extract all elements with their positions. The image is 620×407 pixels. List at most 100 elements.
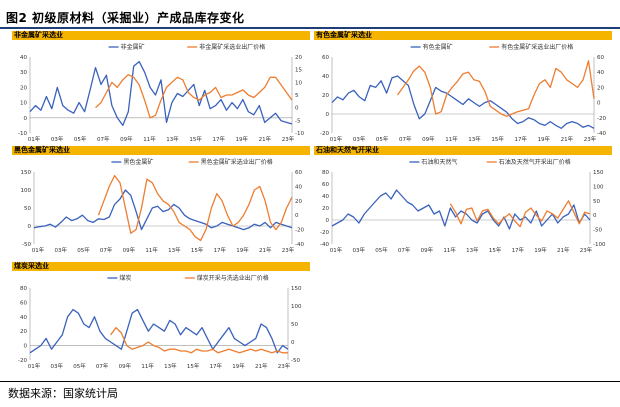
chart-svg-coal: -20 0 20 40 60 80 -50 0 50 100 150 01年 03年 05年 07年 09年 1…	[18, 274, 302, 370]
y-right-tick-label: 0	[291, 340, 295, 346]
y-right-tick-label: 60	[597, 55, 604, 61]
y-left-tick-label: 0	[24, 116, 28, 122]
y-right-tick-label: 20	[597, 85, 604, 91]
y-left-tick-label: 40	[20, 55, 27, 61]
panel-header: 黑色金属矿采选业	[12, 146, 310, 155]
y-right-tick-label: 0	[597, 101, 601, 107]
x-tick-label: 11年	[143, 135, 156, 143]
x-tick-label: 19年	[232, 362, 245, 370]
y-right-tick-label: -40	[597, 131, 606, 137]
y-left-tick-label: 0	[326, 218, 330, 224]
y-right-tick-label: -5	[295, 118, 301, 124]
y-right-tick-label: 0	[295, 106, 299, 112]
chart-panel-nonferrous: 有色金属矿采选业 -20 0 20 40 60 -40 -20 0 20 40 60 01年 03年 05…	[314, 31, 612, 149]
x-tick-label: 21年	[557, 246, 570, 254]
y-left-tick-label: 0	[28, 224, 32, 230]
title-rule	[0, 27, 620, 29]
series-line-1	[331, 189, 591, 230]
chart-panel-ferrous: 黑色金属矿采选业 -50 0 50 100 150 -40 -20 0 20 40 60 01年 03年…	[12, 146, 310, 260]
figure-title: 图2 初级原材料（采掘业）产成品库存变化	[6, 11, 245, 25]
series-line-2	[396, 60, 595, 117]
y-left-tick-label: 60	[322, 55, 329, 61]
y-left-tick-label: 40	[20, 315, 27, 321]
y-left-tick-label: 30	[20, 70, 27, 76]
x-tick-label: 05年	[74, 135, 87, 143]
legend-label: 非金属矿	[121, 43, 145, 51]
y-left-tick-label: 20	[20, 329, 27, 335]
x-tick-label: 23年	[278, 362, 291, 370]
y-left-tick-label: 60	[20, 300, 27, 306]
x-tick-label: 09年	[123, 246, 136, 254]
bottom-rule	[0, 381, 620, 382]
x-tick-label: 01年	[28, 362, 41, 370]
x-tick-label: 09年	[421, 246, 434, 254]
x-tick-label: 19年	[236, 246, 249, 254]
x-tick-label: 03年	[353, 135, 366, 143]
y-right-tick-label: 100	[291, 304, 302, 310]
y-left-tick-label: 100	[21, 188, 32, 194]
x-tick-label: 17年	[514, 135, 527, 143]
y-left-tick-label: -20	[18, 358, 27, 364]
y-left-tick-label: 40	[322, 74, 329, 80]
y-right-tick-label: 20	[295, 199, 302, 205]
x-tick-label: 11年	[445, 135, 458, 143]
y-left-tick-label: 150	[21, 170, 32, 176]
x-tick-label: 17年	[210, 362, 223, 370]
chart-svg-oil-gas: -40 -20 0 20 40 60 80 -100 -50 0 50 100 150 01年 03年 05年…	[320, 158, 606, 254]
x-tick-label: 13年	[168, 246, 181, 254]
x-tick-label: 23年	[580, 246, 593, 254]
y-left-tick-label: 80	[322, 170, 329, 176]
series-line-1	[33, 189, 293, 231]
y-right-tick-label: 50	[291, 322, 298, 328]
legend-label: 有色金属矿采选业出厂价格	[501, 43, 573, 51]
x-tick-label: 15年	[489, 246, 502, 254]
legend-label: 黑色金属矿采选业出厂价格	[201, 158, 273, 166]
x-tick-label: 21年	[259, 135, 272, 143]
y-right-tick-label: 60	[295, 170, 302, 176]
panel-header: 有色金属矿采选业	[314, 31, 612, 40]
x-tick-label: 01年	[32, 246, 45, 254]
x-tick-label: 07年	[399, 135, 412, 143]
series-line-1	[29, 308, 289, 354]
x-tick-label: 21年	[561, 135, 574, 143]
x-tick-label: 05年	[73, 362, 86, 370]
y-left-tick-label: 20	[322, 93, 329, 99]
x-tick-label: 13年	[468, 135, 481, 143]
x-tick-label: 19年	[538, 135, 551, 143]
x-tick-label: 11年	[443, 246, 456, 254]
chart-panel-coal: 煤炭采选业 -20 0 20 40 60 80 -50 0 50 100 150 01年 03年 05年 0…	[12, 262, 310, 376]
y-right-tick-label: -100	[593, 242, 606, 248]
legend-label: 煤炭	[119, 274, 131, 282]
x-tick-label: 11年	[141, 362, 154, 370]
legend-label: 非金属矿采选业出厂价格	[199, 43, 265, 51]
y-right-tick-label: 10	[295, 80, 302, 86]
y-right-tick-label: -40	[295, 242, 304, 248]
x-tick-label: 15年	[491, 135, 504, 143]
y-left-tick-label: 20	[20, 85, 27, 91]
x-tick-label: 03年	[50, 362, 63, 370]
x-tick-label: 17年	[212, 135, 225, 143]
x-tick-label: 03年	[51, 135, 64, 143]
y-right-tick-label: 100	[593, 184, 604, 190]
x-tick-label: 19年	[534, 246, 547, 254]
x-tick-label: 03年	[352, 246, 365, 254]
series-line-2	[95, 74, 293, 119]
y-right-tick-label: -20	[597, 116, 606, 122]
y-right-tick-label: 40	[597, 70, 604, 76]
y-left-tick-label: 50	[24, 206, 31, 212]
y-right-tick-label: -50	[593, 228, 602, 234]
x-tick-label: 23年	[282, 246, 295, 254]
x-tick-label: 13年	[166, 135, 179, 143]
y-left-tick-label: 20	[322, 206, 329, 212]
panel-header: 煤炭采选业	[12, 262, 310, 271]
y-right-tick-label: 5	[295, 93, 299, 99]
y-right-tick-label: 50	[593, 199, 600, 205]
x-tick-label: 05年	[375, 246, 388, 254]
x-tick-label: 15年	[187, 362, 200, 370]
panel-header: 非金属矿采选业	[12, 31, 310, 40]
y-right-tick-label: -10	[295, 131, 304, 137]
y-left-tick-label: 80	[20, 286, 27, 292]
y-left-tick-label: -50	[22, 242, 31, 248]
y-right-tick-label: -20	[295, 228, 304, 234]
source-note: 数据来源：国家统计局	[8, 387, 118, 400]
